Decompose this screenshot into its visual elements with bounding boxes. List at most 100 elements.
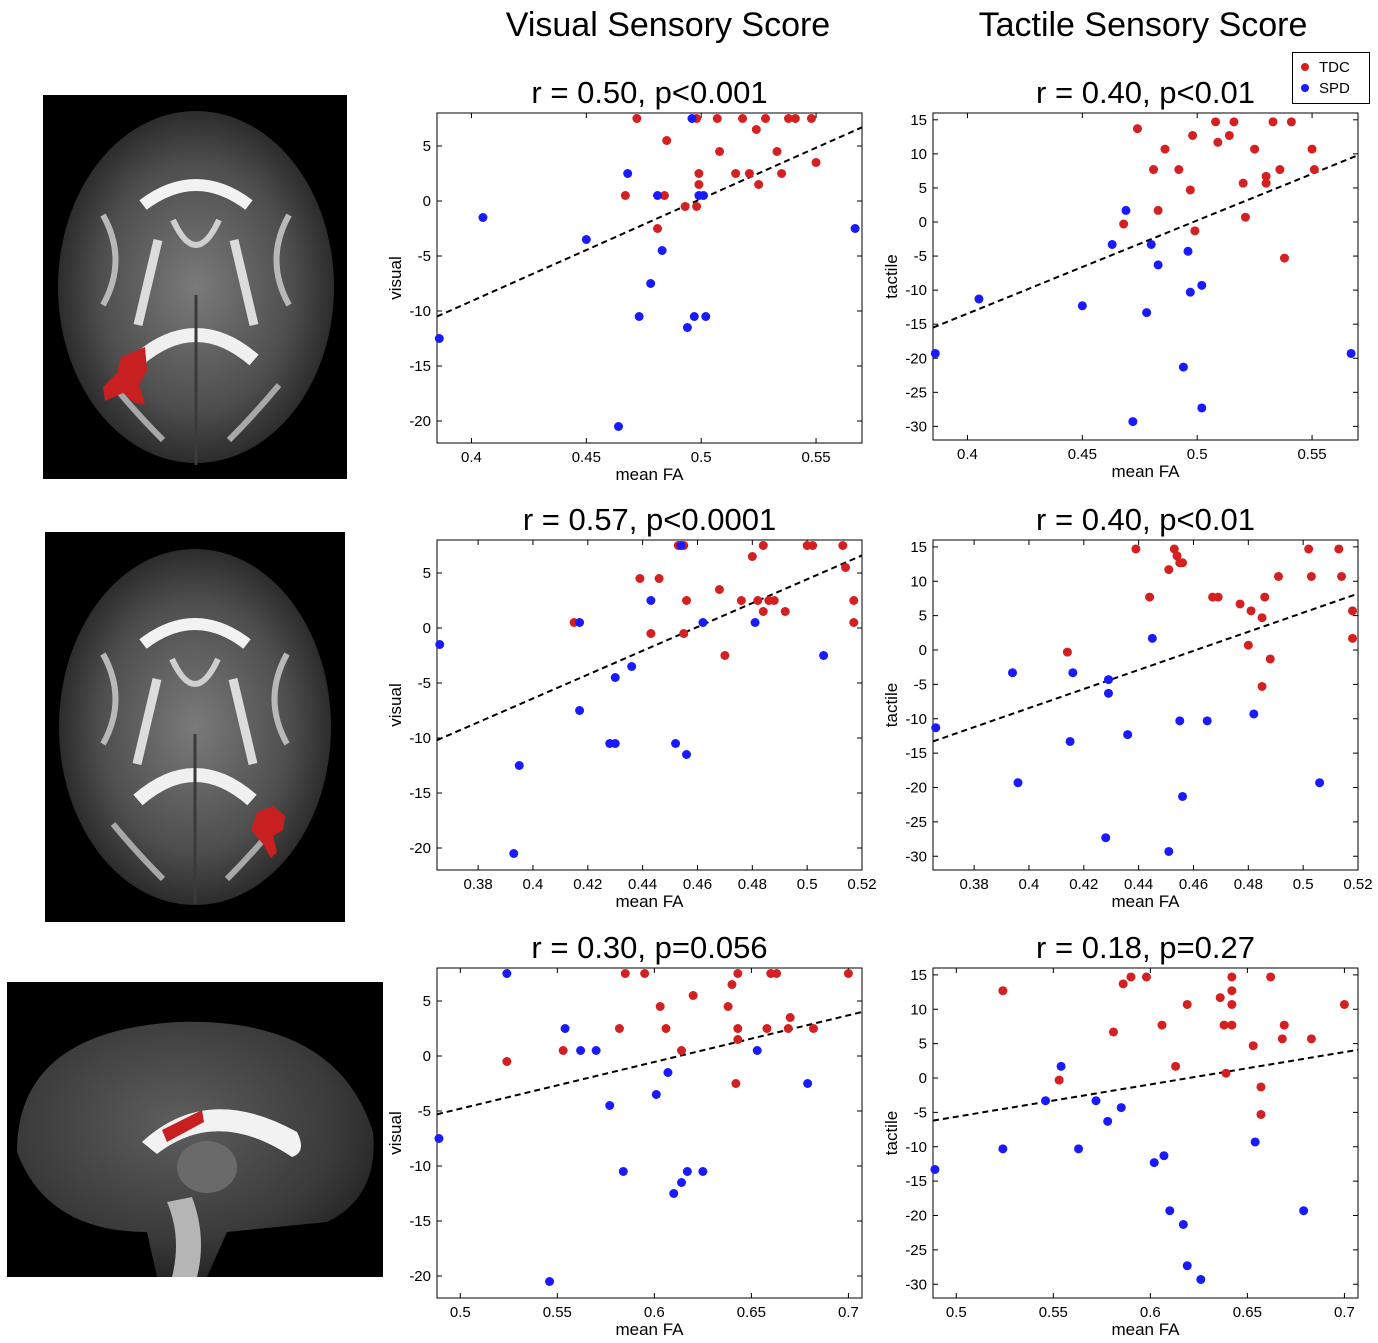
brain-image-axial-roi-left — [43, 95, 347, 479]
regression-line — [436, 126, 863, 318]
x-axis-label: mean FA — [1111, 1320, 1180, 1339]
data-point-tdc — [1178, 558, 1188, 568]
data-point-spd — [701, 312, 711, 321]
data-point-tdc — [1188, 130, 1198, 140]
data-point-tdc — [1149, 165, 1159, 175]
data-point-spd — [1065, 736, 1075, 746]
brain-image-sagittal-roi — [7, 982, 383, 1277]
data-point-tdc — [662, 136, 672, 145]
data-point-tdc — [1213, 137, 1223, 147]
y-tick-label: -15 — [905, 745, 927, 762]
data-point-spd — [634, 312, 644, 321]
data-point-tdc — [1174, 165, 1184, 175]
data-point-spd — [698, 618, 708, 627]
data-point-tdc — [1172, 551, 1182, 561]
data-point-spd — [1164, 846, 1174, 856]
data-point-tdc — [769, 596, 779, 605]
data-point-spd — [618, 1167, 628, 1176]
data-point-spd — [575, 618, 585, 627]
data-point-spd — [1182, 1261, 1192, 1271]
data-point-spd — [671, 739, 681, 748]
data-point-tdc — [1118, 979, 1128, 989]
data-point-spd — [850, 224, 860, 233]
y-tick-label: 10 — [910, 1001, 927, 1018]
data-point-tdc — [1145, 592, 1155, 602]
y-tick-label: -30 — [905, 848, 927, 865]
data-point-spd — [1315, 778, 1325, 788]
data-point-tdc — [1160, 144, 1170, 154]
data-point-tdc — [849, 618, 859, 627]
data-point-spd — [502, 969, 512, 978]
x-tick-label: 0.48 — [1234, 876, 1263, 893]
data-point-tdc — [1108, 1027, 1118, 1037]
data-point-spd — [1197, 403, 1207, 413]
data-point-tdc — [838, 541, 848, 550]
data-point-tdc — [1153, 205, 1163, 215]
x-axis-label: mean FA — [1111, 462, 1180, 481]
data-point-tdc — [1240, 212, 1250, 222]
data-point-tdc — [1227, 1020, 1237, 1030]
data-point-tdc — [1190, 226, 1200, 236]
data-point-spd — [1013, 778, 1023, 788]
data-point-spd — [689, 312, 699, 321]
data-point-tdc — [1182, 999, 1192, 1009]
data-point-tdc — [1337, 571, 1347, 581]
data-point-spd — [1068, 668, 1078, 678]
y-axis-label: visual — [386, 256, 405, 299]
data-point-tdc — [1279, 1020, 1289, 1030]
data-point-tdc — [1229, 117, 1239, 127]
data-point-tdc — [1157, 1020, 1167, 1030]
data-point-spd — [1103, 1116, 1113, 1126]
data-point-spd — [1249, 709, 1259, 719]
x-axis-label: mean FA — [615, 1320, 684, 1339]
data-point-tdc — [733, 969, 743, 978]
data-point-tdc — [620, 191, 630, 200]
data-point-spd — [646, 596, 656, 605]
y-tick-label: -5 — [914, 248, 927, 265]
data-point-tdc — [1141, 972, 1151, 982]
data-point-spd — [752, 1046, 762, 1055]
data-point-spd — [1056, 1061, 1066, 1071]
data-point-tdc — [1307, 144, 1317, 154]
data-point-tdc — [1246, 606, 1256, 616]
data-point-tdc — [1215, 993, 1225, 1003]
y-tick-label: -25 — [905, 384, 927, 401]
data-point-spd — [610, 739, 620, 748]
data-point-tdc — [692, 202, 702, 211]
data-point-tdc — [1286, 117, 1296, 127]
data-point-spd — [575, 706, 585, 715]
brain-image-axial-roi-right — [45, 532, 345, 922]
data-point-spd — [1183, 246, 1193, 256]
x-tick-label: 0.55 — [1297, 446, 1326, 463]
plot-title: r = 0.57, p<0.0001 — [523, 502, 776, 537]
data-point-tdc — [1257, 613, 1267, 623]
x-tick-label: 0.38 — [960, 876, 989, 893]
data-point-tdc — [1227, 986, 1237, 996]
data-point-tdc — [790, 114, 800, 123]
data-point-tdc — [806, 114, 816, 123]
data-point-spd — [1146, 239, 1156, 249]
data-point-spd — [677, 1178, 687, 1187]
y-tick-label: -30 — [905, 418, 927, 435]
data-point-spd — [698, 1167, 708, 1176]
y-axis-label: visual — [386, 1111, 405, 1154]
y-tick-label: -15 — [905, 316, 927, 333]
legend-spd-marker — [1301, 84, 1309, 92]
plot-frame — [436, 112, 863, 444]
data-point-tdc — [849, 596, 859, 605]
data-point-tdc — [632, 114, 642, 123]
data-point-tdc — [761, 114, 771, 123]
y-tick-label: 5 — [919, 1036, 927, 1053]
data-point-tdc — [1169, 544, 1179, 554]
data-point-spd — [1178, 791, 1188, 801]
data-point-spd — [1008, 668, 1018, 678]
x-tick-label: 0.48 — [738, 876, 767, 893]
y-axis-label: tactile — [882, 254, 901, 298]
data-point-tdc — [682, 596, 692, 605]
y-tick-label: 5 — [919, 180, 927, 197]
data-point-tdc — [1119, 219, 1129, 229]
data-point-spd — [478, 213, 488, 222]
data-point-spd — [1178, 1219, 1188, 1229]
scatter-plot-p1: r = 0.50, p<0.001 0.4 0.45 0.5 0.55 5 0 -5 -10 -1… — [386, 75, 863, 484]
roi-marker — [251, 806, 285, 858]
